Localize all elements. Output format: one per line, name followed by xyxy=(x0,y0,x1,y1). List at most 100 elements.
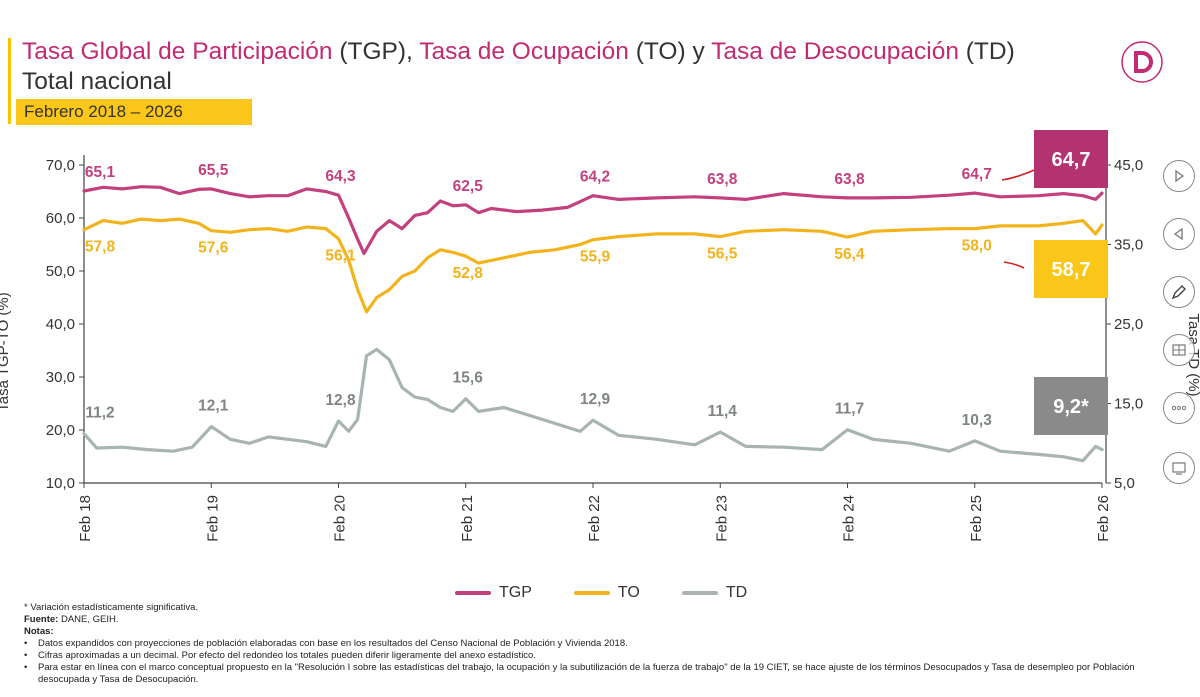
x-tick-label: Feb 23 xyxy=(713,495,730,542)
note-source: Fuente: DANE, GEIH. xyxy=(24,614,1184,626)
last-value-label-tgp: 64,7 xyxy=(1052,149,1091,171)
y-left-tick-label: 60,0 xyxy=(46,210,75,227)
title-part: Tasa de Ocupación xyxy=(419,38,629,65)
last-value-box-tgp xyxy=(1034,130,1108,188)
source-label: Fuente: xyxy=(24,614,59,625)
play-right-icon xyxy=(1175,170,1185,182)
legend-label-tgp: TGP xyxy=(499,584,532,601)
series-line-td xyxy=(82,347,1104,463)
x-tick-label: Feb 22 xyxy=(586,495,603,542)
data-label-td: 10,3 xyxy=(962,412,993,429)
next-slide-button[interactable] xyxy=(1163,160,1195,192)
pen-tool-button[interactable] xyxy=(1163,276,1195,308)
x-tick-label: Feb 26 xyxy=(1095,495,1112,542)
annotation-mark-to xyxy=(1003,261,1025,269)
notes-list: Datos expandidos con proyecciones de pob… xyxy=(24,638,1184,686)
note-item: Para estar en línea con el marco concept… xyxy=(24,662,1184,686)
previous-slide-button[interactable] xyxy=(1163,218,1195,250)
y-left-axis-title: Tasa TGP-TO (%) xyxy=(0,292,12,411)
title-accent-bar xyxy=(8,38,11,124)
y-left-tick-label: 70,0 xyxy=(46,157,75,174)
last-value-label-to: 58,7 xyxy=(1052,259,1091,281)
legend-swatch-to xyxy=(573,591,610,595)
data-label-to: 56,5 xyxy=(707,246,738,263)
data-label-tgp: 65,1 xyxy=(85,164,116,181)
data-label-td: 12,9 xyxy=(580,391,611,408)
data-label-tgp: 63,8 xyxy=(707,171,738,188)
page-subtitle: Total nacional xyxy=(22,68,172,95)
title-part: Tasa de Desocupación xyxy=(711,38,959,65)
data-label-td: 15,6 xyxy=(453,370,484,387)
y-right-tick-label: 25,0 xyxy=(1114,316,1143,333)
title-part: (TO) y xyxy=(628,38,712,65)
y-left-tick-label: 50,0 xyxy=(46,263,75,280)
last-value-box-td xyxy=(1034,377,1108,435)
more-options-button[interactable] xyxy=(1163,392,1195,424)
data-label-tgp: 64,3 xyxy=(325,168,356,185)
data-label-td: 11,4 xyxy=(708,403,738,420)
data-label-td: 11,7 xyxy=(835,401,864,418)
series-line-to xyxy=(82,217,1104,314)
x-tick-label: Feb 20 xyxy=(332,495,349,542)
legend-item-to: TO xyxy=(573,584,640,602)
legend-label-to: TO xyxy=(617,584,640,601)
data-label-to: 57,8 xyxy=(85,239,116,256)
y-left-tick-label: 10,0 xyxy=(46,475,75,492)
chart-legend: TGP TO TD xyxy=(455,584,747,602)
slides-grid-icon xyxy=(1172,344,1186,356)
x-tick-label: Feb 25 xyxy=(968,495,985,542)
y-right-tick-label: 45,0 xyxy=(1114,157,1143,174)
y-left-tick-label: 30,0 xyxy=(46,369,75,386)
legend-item-tgp: TGP xyxy=(455,584,532,602)
x-tick-label: Feb 24 xyxy=(841,495,858,542)
data-label-to: 55,9 xyxy=(580,249,611,266)
y-left-tick-label: 40,0 xyxy=(46,316,75,333)
pen-icon xyxy=(1171,285,1186,300)
y-right-tick-label: 15,0 xyxy=(1114,396,1143,413)
legend-swatch-tgp xyxy=(455,591,491,595)
last-value-label-td: 9,2* xyxy=(1053,396,1089,418)
x-tick-label: Feb 18 xyxy=(77,495,94,542)
x-tick-label: Feb 19 xyxy=(204,495,221,542)
title-part: (TGP), xyxy=(332,38,420,65)
legend-swatch-td xyxy=(681,591,718,595)
data-label-to: 57,6 xyxy=(198,240,229,257)
x-tick-label: Feb 21 xyxy=(459,495,476,542)
data-label-to: 56,4 xyxy=(834,246,865,263)
data-label-to: 58,0 xyxy=(962,238,992,255)
dane-logo xyxy=(1121,41,1163,83)
source-text: DANE, GEIH. xyxy=(58,614,119,625)
subtitles-button[interactable] xyxy=(1163,452,1195,484)
series-line-tgp xyxy=(82,185,1104,256)
notes-label: Notas: xyxy=(24,626,54,637)
data-label-td: 12,1 xyxy=(198,398,229,415)
data-label-td: 11,2 xyxy=(85,405,114,422)
slide-sorter-button[interactable] xyxy=(1163,334,1195,366)
data-label-tgp: 64,7 xyxy=(962,166,992,183)
data-label-to: 56,1 xyxy=(325,248,356,265)
data-label-tgp: 65,5 xyxy=(198,162,229,179)
title-part: (TD) xyxy=(958,38,1015,65)
data-label-tgp: 63,8 xyxy=(834,171,865,188)
y-right-tick-label: 35,0 xyxy=(1114,237,1143,254)
y-right-tick-label: 5,0 xyxy=(1114,475,1135,492)
note-significance: * Variación estadísticamente significati… xyxy=(24,602,199,613)
chart-notes: * Variación estadísticamente significati… xyxy=(24,602,1184,686)
annotation-mark-tgp xyxy=(1001,169,1035,181)
ellipsis-icon xyxy=(1171,405,1187,411)
title-part: Tasa Global de Participación xyxy=(22,38,333,65)
last-value-box-to xyxy=(1034,240,1108,298)
page-title: Tasa Global de Participación (TGP), Tasa… xyxy=(22,38,1015,66)
data-label-tgp: 62,5 xyxy=(453,178,484,195)
screen-icon xyxy=(1172,462,1186,475)
legend-item-td: TD xyxy=(681,584,748,602)
data-label-td: 12,8 xyxy=(325,392,356,409)
date-range-badge: Febrero 2018 – 2026 xyxy=(16,99,252,125)
legend-label-td: TD xyxy=(725,584,748,601)
y-left-tick-label: 20,0 xyxy=(46,422,75,439)
play-left-icon xyxy=(1173,228,1183,240)
note-item: Cifras aproximadas a un decimal. Por efe… xyxy=(24,650,1184,662)
data-label-to: 52,8 xyxy=(453,265,484,282)
note-item: Datos expandidos con proyecciones de pob… xyxy=(24,638,1184,650)
